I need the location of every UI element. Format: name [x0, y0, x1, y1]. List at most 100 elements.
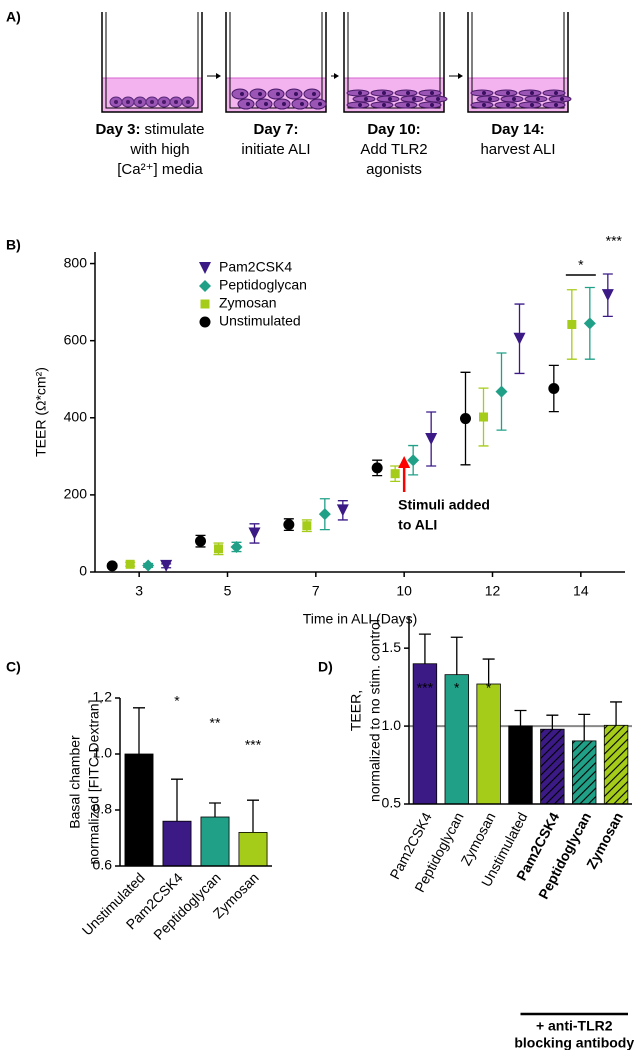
callout-text: Stimuli added	[398, 497, 490, 513]
panel-label: B)	[6, 237, 21, 253]
legend-label: Peptidoglycan	[219, 277, 307, 293]
step-day: Day 3:	[95, 121, 140, 138]
nucleus	[358, 91, 362, 95]
legend-marker	[199, 262, 211, 274]
x-axis-label: Time in ALI (Days)	[303, 611, 418, 627]
marker	[125, 559, 135, 569]
nucleus	[560, 97, 564, 101]
nucleus	[150, 100, 154, 104]
marker	[479, 412, 488, 422]
nucleus	[536, 97, 540, 101]
y-tick-label: 1.2	[93, 689, 113, 705]
arrow-head	[458, 73, 463, 79]
legend-label: Pam2CSK4	[219, 259, 292, 275]
marker	[302, 521, 312, 531]
y-tick-label: 400	[64, 408, 88, 424]
error-bar	[546, 714, 559, 730]
insert	[471, 12, 565, 109]
nucleus	[382, 91, 386, 95]
legend-marker	[199, 280, 211, 292]
bar	[124, 753, 154, 867]
y-axis-label: Basal chamber	[67, 735, 83, 829]
nucleus	[264, 102, 268, 106]
marker	[495, 385, 508, 398]
marker	[214, 544, 223, 554]
error-bar	[247, 799, 259, 833]
bar	[508, 725, 533, 805]
step-day: Day 7:	[253, 121, 298, 138]
error-bar	[610, 701, 623, 726]
nucleus	[388, 97, 392, 101]
marker	[318, 508, 331, 521]
step-line: [Ca²⁺] media	[117, 161, 203, 178]
marker	[142, 559, 155, 572]
x-tick-label: 14	[573, 583, 589, 599]
callout-text: to ALI	[398, 517, 437, 533]
nucleus	[530, 103, 534, 107]
nucleus	[300, 102, 304, 106]
legend-marker	[199, 316, 211, 328]
step-line: with high	[129, 141, 189, 158]
y-tick-label: 1.5	[382, 639, 402, 655]
marker	[583, 317, 596, 330]
y-axis-label: normalized [FITC-Dextran]	[86, 700, 102, 865]
nucleus	[382, 103, 386, 107]
nucleus	[282, 102, 286, 106]
nucleus	[436, 97, 440, 101]
nucleus	[312, 92, 316, 96]
marker	[567, 319, 577, 329]
nucleus	[162, 100, 166, 104]
bar	[200, 816, 230, 867]
legend-label: Unstimulated	[219, 313, 301, 329]
marker	[248, 527, 261, 540]
arrow-head	[334, 73, 339, 79]
x-tick-label: 10	[396, 583, 412, 599]
nucleus	[186, 100, 190, 104]
y-tick-label: 1.0	[93, 745, 113, 761]
x-tick-label: 3	[135, 583, 143, 599]
nucleus	[554, 91, 558, 95]
y-tick-label: 600	[64, 331, 88, 347]
significance: ***	[245, 737, 262, 753]
step-day: Day 10:	[367, 121, 420, 138]
step-line: Add TLR2	[360, 141, 427, 158]
y-tick-label: 0.8	[93, 801, 113, 817]
bar	[540, 728, 565, 805]
nucleus	[318, 102, 322, 106]
nucleus	[294, 92, 298, 96]
marker	[460, 413, 471, 425]
nucleus	[174, 100, 178, 104]
nucleus	[554, 103, 558, 107]
y-tick-label: 0.5	[382, 795, 402, 811]
bar	[476, 683, 501, 805]
error-bar	[171, 778, 183, 822]
error-bar	[450, 636, 463, 675]
marker	[230, 540, 243, 553]
step-day: Day 14:	[491, 121, 544, 138]
nucleus	[406, 91, 410, 95]
marker	[336, 504, 349, 517]
x-tick-label: 5	[224, 583, 232, 599]
error-bar	[209, 802, 221, 817]
insert	[347, 12, 441, 109]
insert	[105, 12, 199, 109]
step-line: agonists	[366, 161, 422, 178]
marker	[513, 332, 526, 345]
step-line: harvest ALI	[480, 141, 555, 158]
nucleus	[488, 97, 492, 101]
y-axis-label: TEER,	[348, 690, 364, 731]
y-tick-label: 1.0	[382, 717, 402, 733]
nucleus	[506, 91, 510, 95]
bar	[603, 724, 629, 805]
x-tick-label: 7	[312, 583, 320, 599]
panel-label: A)	[6, 9, 21, 25]
nucleus	[114, 100, 118, 104]
significance: ***	[606, 233, 623, 249]
error-bar	[482, 658, 495, 685]
nucleus	[406, 103, 410, 107]
well	[101, 12, 203, 113]
nucleus	[430, 103, 434, 107]
nucleus	[276, 92, 280, 96]
nucleus	[358, 103, 362, 107]
